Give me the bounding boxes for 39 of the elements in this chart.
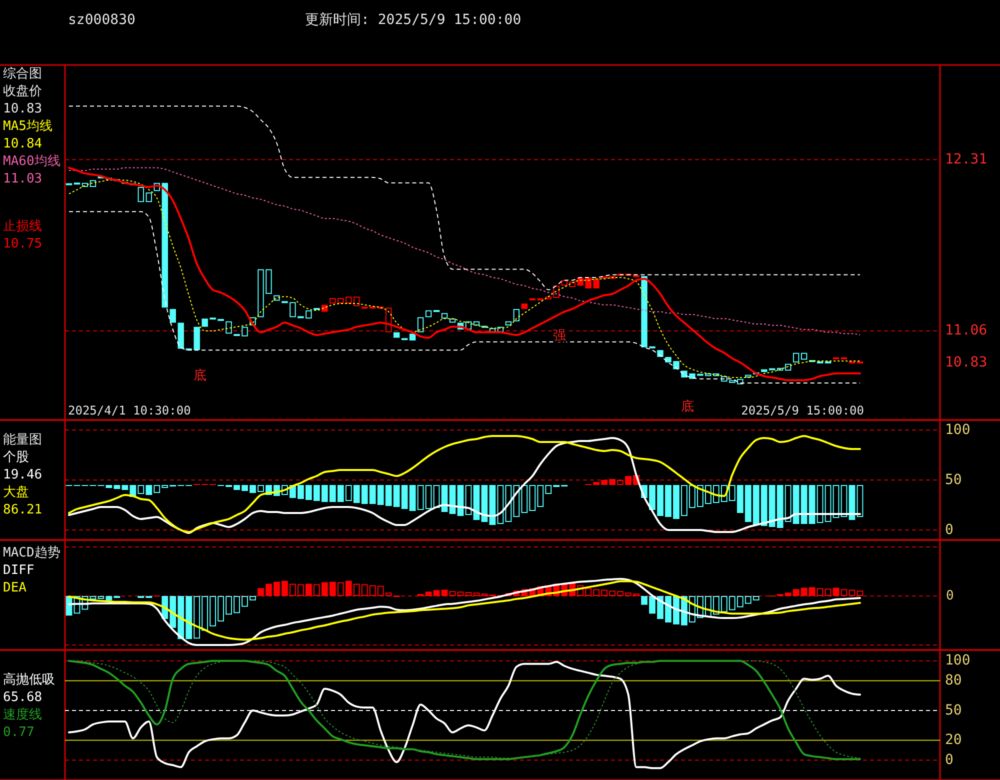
text: 收盘价 [3,84,42,100]
text: DEA [3,580,27,596]
y-tick-label: 100 [945,422,970,438]
text: MA5均线 [3,119,52,134]
text: 更新时间: 2025/5/9 15:00:00 [305,12,522,28]
annotation: 2025/5/9 15:00:00 [741,403,864,418]
text: DIFF [3,563,34,578]
y-tick-label: 11.06 [945,322,988,339]
text: 能量图 [3,432,42,448]
text: 10.83 [3,102,42,117]
text: 0.77 [3,725,34,740]
annotation: 底 [680,400,694,415]
annotation: 底 [194,368,207,384]
y-tick-label: 50 [945,472,962,488]
text: 86.21 [3,502,42,518]
y-tick-label: 0 [945,522,954,538]
text: 10.75 [3,236,42,252]
y-tick-label: 100 [945,652,970,669]
y-tick-label: 20 [945,732,962,748]
text: 大盘 [3,485,29,500]
chart-title: MACD趋势 [3,546,60,561]
text: 止损线 [3,219,42,234]
chart-title: 综合图 [3,66,42,82]
y-tick-label: 50 [945,702,962,718]
text: sz000830 [68,12,136,28]
y-tick-label: 10.83 [945,354,988,370]
text: 19.46 [3,468,42,483]
y-tick-label: 0 [945,752,954,768]
series-label: MA60均线 [3,154,60,170]
text: 个股 [3,450,29,466]
text: 10.84 [3,136,42,152]
annotation: 2025/4/1 10:30:00 [68,403,191,418]
annotation: 强 [553,328,566,344]
text: 高抛低吸 [3,672,55,688]
text: 速度线 [3,706,42,723]
text: 65.68 [3,690,42,706]
y-tick-label: 80 [945,672,962,689]
text: 11.03 [3,172,42,187]
y-tick-label: 12.31 [945,151,988,168]
